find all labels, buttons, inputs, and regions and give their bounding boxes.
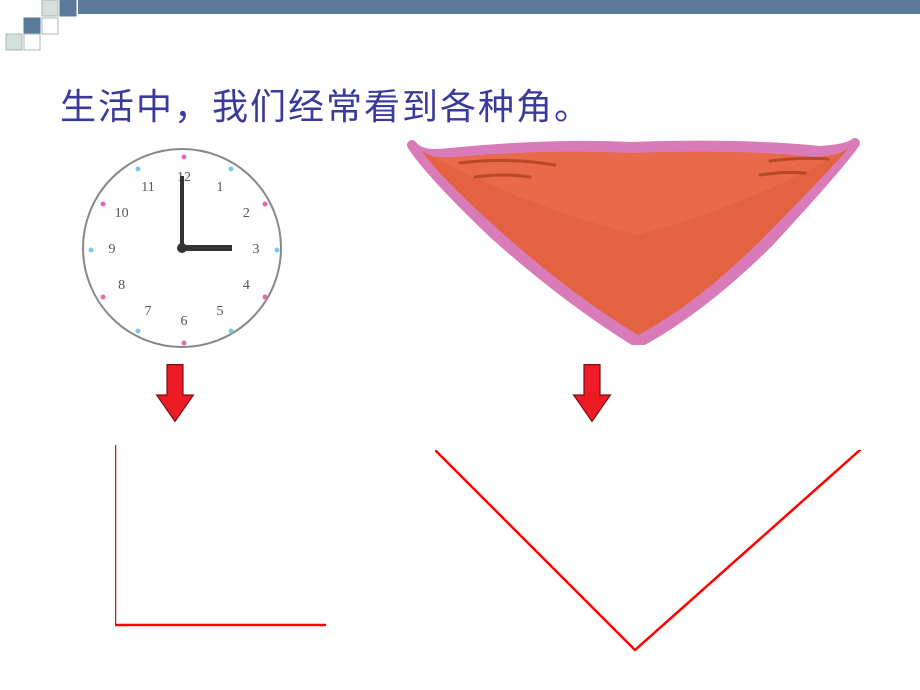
down-arrow-left bbox=[155, 358, 195, 428]
clock-number: 3 bbox=[253, 242, 260, 258]
clock-number: 9 bbox=[109, 242, 116, 258]
clock-rim-dot bbox=[275, 248, 280, 253]
clock-number: 6 bbox=[181, 314, 188, 330]
clock-rim-dot bbox=[135, 328, 140, 333]
clock-number: 10 bbox=[115, 206, 129, 222]
clock-center bbox=[177, 243, 187, 253]
clock-minute-hand bbox=[180, 176, 184, 248]
clock-rim-dot bbox=[228, 167, 233, 172]
clock-face: 121234567891011 bbox=[82, 148, 282, 348]
clock-number: 1 bbox=[217, 180, 224, 196]
right-angle-line bbox=[115, 445, 325, 625]
clock-number: 2 bbox=[243, 206, 250, 222]
clock-rim-dot bbox=[262, 201, 267, 206]
v-angle-line bbox=[435, 450, 860, 650]
clock-number: 7 bbox=[145, 304, 152, 320]
clock-rim-dot bbox=[228, 328, 233, 333]
v-angle bbox=[435, 450, 875, 660]
clock-rim-dot bbox=[89, 248, 94, 253]
slide-title: 生活中，我们经常看到各种角。 bbox=[60, 78, 592, 130]
clock-rim-dot bbox=[182, 155, 187, 160]
scarf-illustration bbox=[400, 135, 860, 335]
clock-hour-hand bbox=[182, 245, 232, 251]
clock-rim-dot bbox=[101, 294, 106, 299]
clock-number: 11 bbox=[141, 180, 154, 196]
slide-decoration bbox=[0, 0, 920, 60]
clock-rim-dot bbox=[135, 167, 140, 172]
clock-number: 4 bbox=[243, 278, 250, 294]
down-arrow-right bbox=[572, 358, 612, 428]
clock-rim-dot bbox=[182, 341, 187, 346]
clock-rim-dot bbox=[101, 201, 106, 206]
clock-number: 5 bbox=[217, 304, 224, 320]
clock-rim-dot bbox=[262, 294, 267, 299]
right-angle bbox=[115, 445, 335, 635]
clock-number: 8 bbox=[118, 278, 125, 294]
clock-illustration: 121234567891011 bbox=[82, 148, 282, 348]
